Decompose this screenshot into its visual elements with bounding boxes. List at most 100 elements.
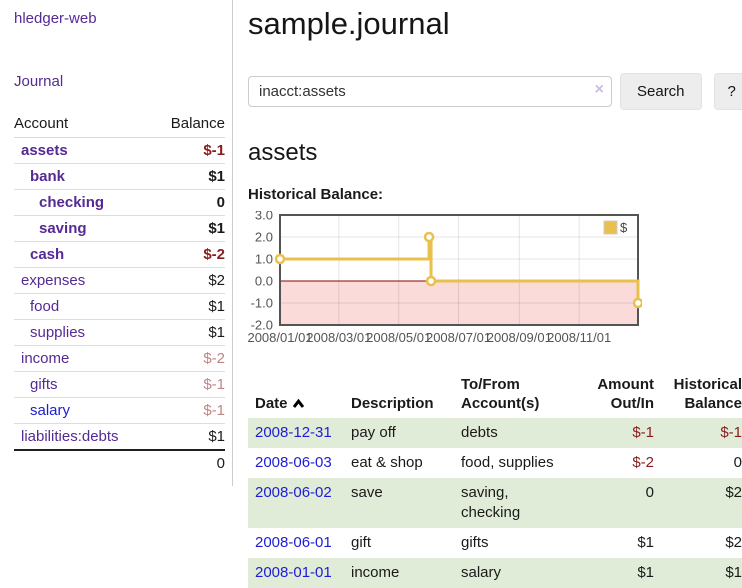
account-row: assets $-1 (14, 137, 225, 164)
transaction-balance: $2 (725, 534, 742, 551)
sidebar-account-link-assets[interactable]: assets (21, 142, 68, 159)
svg-text:-2.0: -2.0 (251, 318, 273, 333)
account-balance: $-1 (152, 371, 225, 398)
svg-text:2.0: 2.0 (255, 230, 273, 245)
transaction-amount: $1 (637, 564, 654, 581)
transaction-accounts: gifts (461, 534, 489, 551)
account-balance: $-2 (152, 345, 225, 372)
page-title: sample.journal (248, 6, 450, 41)
sidebar-account-link-salary[interactable]: salary (30, 402, 71, 419)
sidebar-account-link-cash[interactable]: cash (30, 246, 65, 263)
account-row: salary $-1 (14, 397, 225, 424)
transaction-date-link[interactable]: 2008-06-01 (255, 534, 332, 551)
sidebar: hledger-web Journal Account Balance asse… (0, 0, 233, 486)
transaction-date-link[interactable]: 2008-06-03 (255, 454, 332, 471)
search-button[interactable]: Search (620, 73, 702, 110)
account-balance: $1 (152, 423, 225, 451)
account-balance: $1 (152, 215, 225, 242)
svg-text:2008/09/01: 2008/09/01 (487, 330, 552, 345)
transaction-accounts: food, supplies (461, 454, 554, 471)
sidebar-account-link-food[interactable]: food (30, 298, 60, 315)
account-row: income $-2 (14, 345, 225, 372)
register-row: 2008-06-02 save saving, checking 0 $2 (248, 478, 742, 528)
help-button[interactable]: ? (713, 73, 742, 110)
register-row: 2008-01-01 income salary $1 $1 (248, 558, 742, 588)
main-content: sample.journal × Search ? assets Histori… (247, 0, 742, 588)
sidebar-account-link-liabilities:debts[interactable]: liabilities:debts (21, 428, 119, 445)
transaction-accounts: saving, checking (461, 484, 521, 521)
balance-column-header: Balance (152, 112, 225, 138)
svg-text:2008/03/01: 2008/03/01 (306, 330, 371, 345)
register-row: 2008-06-01 gift gifts $1 $2 (248, 528, 742, 558)
sidebar-account-link-expenses[interactable]: expenses (21, 272, 86, 289)
transaction-balance: $-1 (720, 424, 742, 441)
register-header-description: Description (351, 395, 434, 412)
account-balance: $1 (152, 293, 225, 320)
transaction-description: eat & shop (351, 454, 423, 471)
account-balance: $1 (152, 319, 225, 346)
transaction-description: income (351, 564, 400, 581)
account-balance: $1 (152, 163, 225, 190)
search-input[interactable] (248, 76, 612, 107)
transaction-date-link[interactable]: 2008-01-01 (255, 564, 332, 581)
svg-text:0.0: 0.0 (255, 274, 273, 289)
account-row: gifts $-1 (14, 371, 225, 398)
account-column-header: Account (14, 112, 153, 138)
transaction-balance: $1 (725, 564, 742, 581)
account-row: cash $-2 (14, 241, 225, 268)
account-balance: $-2 (152, 241, 225, 268)
app-brand-link[interactable]: hledger-web (14, 10, 97, 27)
svg-text:2008/05/01: 2008/05/01 (366, 330, 431, 345)
account-total-row: 0 (14, 449, 225, 476)
sort-ascending-icon (292, 395, 305, 414)
svg-text:3.0: 3.0 (255, 211, 273, 223)
sidebar-account-link-gifts[interactable]: gifts (30, 376, 58, 393)
sidebar-account-link-saving[interactable]: saving (39, 220, 87, 237)
sidebar-item-journal[interactable]: Journal (14, 73, 64, 90)
transaction-amount: $-2 (632, 454, 654, 471)
sidebar-account-link-checking[interactable]: checking (39, 194, 105, 211)
account-balance: $-1 (152, 397, 225, 424)
chart-canvas: 3.0 2.0 1.0 0.0 -1.0 -2.02008/01/012008/03/01… (247, 208, 644, 345)
transaction-balance: $2 (725, 484, 742, 501)
account-balance: $-1 (152, 137, 225, 164)
account-total-value: 0 (152, 449, 225, 476)
svg-text:1.0: 1.0 (255, 252, 273, 267)
transaction-amount: $1 (637, 534, 654, 551)
transaction-date-link[interactable]: 2008-06-02 (255, 484, 332, 501)
transaction-accounts: salary (461, 564, 502, 581)
register-header-row: Date Description To/From Account(s) Amoun… (248, 373, 742, 418)
register-table: Date Description To/From Account(s) Amoun… (248, 373, 742, 588)
historical-balance-chart: 3.0 2.0 1.0 0.0 -1.0 -2.0 2008/01/01 2008/03/01… (247, 208, 644, 351)
svg-text:-1.0: -1.0 (251, 296, 273, 311)
svg-text:2008/01/01: 2008/01/01 (248, 330, 313, 345)
transaction-balance: 0 (733, 454, 742, 471)
account-page-title: assets (248, 139, 318, 166)
transaction-description: save (351, 484, 383, 501)
svg-text:2008/07/01: 2008/07/01 (426, 330, 491, 345)
svg-text:$: $ (620, 220, 628, 235)
svg-text:2008/11/01: 2008/11/01 (547, 330, 611, 345)
transaction-amount: $-1 (632, 424, 654, 441)
register-row: 2008-06-03 eat & shop food, supplies $-2 0 (248, 448, 742, 478)
transaction-description: pay off (351, 424, 396, 441)
account-balance: 0 (152, 189, 225, 216)
account-row: liabilities:debts $1 (14, 423, 225, 451)
account-row: supplies $1 (14, 319, 225, 346)
transaction-description: gift (351, 534, 372, 551)
clear-search-icon[interactable]: × (594, 81, 604, 98)
sidebar-account-link-bank[interactable]: bank (30, 168, 66, 185)
transaction-date-link[interactable]: 2008-12-31 (255, 424, 332, 441)
account-row: bank $1 (14, 163, 225, 190)
register-header-date[interactable]: Date (248, 373, 344, 418)
account-row: saving $1 (14, 215, 225, 242)
register-header-amount: Amount Out/In (597, 376, 654, 412)
account-balance: $2 (152, 267, 225, 294)
sidebar-account-link-income[interactable]: income (21, 350, 70, 367)
account-row: expenses $2 (14, 267, 225, 294)
chart-label: Historical Balance: (248, 186, 384, 203)
register-row: 2008-12-31 pay off debts $-1 $-1 (248, 418, 742, 448)
account-tree-table: Account Balance assets $-1 bank $1 checking 0… (14, 112, 225, 476)
register-header-balance: Historical Balance (673, 376, 742, 412)
sidebar-account-link-supplies[interactable]: supplies (30, 324, 86, 341)
